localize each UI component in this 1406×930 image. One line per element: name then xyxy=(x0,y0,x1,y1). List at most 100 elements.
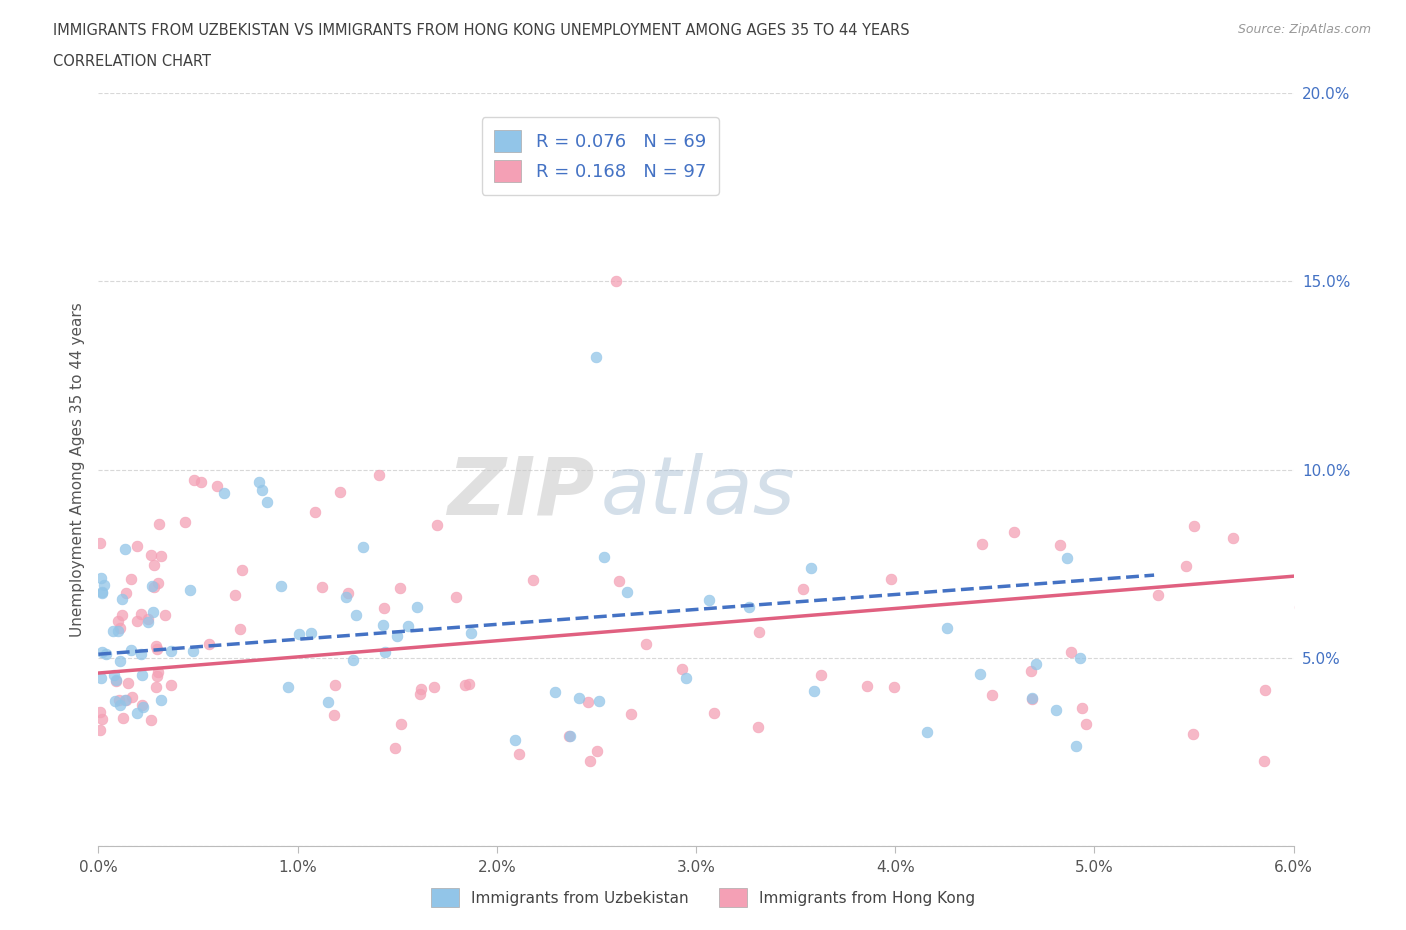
Point xyxy=(231,563,253,578)
Point xyxy=(190,474,212,489)
Point xyxy=(803,684,825,698)
Point xyxy=(131,698,153,712)
Point xyxy=(880,572,903,587)
Point xyxy=(1181,727,1204,742)
Point xyxy=(316,695,339,710)
Point xyxy=(935,620,957,635)
Legend: R = 0.076   N = 69, R = 0.168   N = 97: R = 0.076 N = 69, R = 0.168 N = 97 xyxy=(482,117,718,194)
Point xyxy=(970,536,993,551)
Point xyxy=(107,624,129,639)
Point xyxy=(108,620,131,635)
Point xyxy=(131,667,153,682)
Point xyxy=(336,586,359,601)
Point xyxy=(120,643,142,658)
Point xyxy=(1064,739,1087,754)
Point xyxy=(616,585,638,600)
Point xyxy=(426,48,449,63)
Point xyxy=(1253,683,1275,698)
Point xyxy=(1071,700,1094,715)
Point xyxy=(620,706,643,721)
Point xyxy=(389,717,412,732)
Point xyxy=(543,685,565,700)
Point xyxy=(121,689,143,704)
Point xyxy=(609,574,631,589)
Point xyxy=(105,673,128,688)
Point xyxy=(90,585,112,600)
Point xyxy=(108,698,131,712)
Point xyxy=(150,693,173,708)
Point xyxy=(588,693,610,708)
Point xyxy=(117,676,139,691)
Point xyxy=(131,606,153,621)
Point xyxy=(229,621,252,636)
Point xyxy=(159,678,181,693)
Point xyxy=(277,680,299,695)
Point xyxy=(138,615,160,630)
Point xyxy=(882,679,904,694)
Point xyxy=(444,590,467,604)
Point xyxy=(409,687,432,702)
Point xyxy=(125,538,148,553)
Point xyxy=(1045,703,1067,718)
Point xyxy=(586,744,609,759)
Point xyxy=(91,584,114,599)
Point xyxy=(114,542,136,557)
Point xyxy=(90,671,112,685)
Point xyxy=(576,695,599,710)
Point xyxy=(1025,657,1047,671)
Point xyxy=(141,547,163,562)
Point xyxy=(270,578,292,593)
Point xyxy=(138,611,160,626)
Point xyxy=(132,699,155,714)
Point xyxy=(426,518,449,533)
Point xyxy=(1222,530,1244,545)
Point xyxy=(1074,716,1097,731)
Point xyxy=(145,680,167,695)
Point xyxy=(636,636,658,651)
Point xyxy=(335,589,357,604)
Point xyxy=(454,677,477,692)
Point xyxy=(304,505,326,520)
Point xyxy=(810,667,832,682)
Point xyxy=(120,571,142,586)
Point xyxy=(214,485,236,500)
Point xyxy=(738,600,761,615)
Point xyxy=(111,608,134,623)
Point xyxy=(146,665,169,680)
Point xyxy=(522,573,544,588)
Point xyxy=(127,614,149,629)
Text: CORRELATION CHART: CORRELATION CHART xyxy=(53,54,211,69)
Point xyxy=(256,495,278,510)
Point xyxy=(1021,692,1043,707)
Point xyxy=(329,485,352,500)
Point xyxy=(101,623,124,638)
Point xyxy=(697,592,720,607)
Point xyxy=(367,468,389,483)
Point xyxy=(374,644,396,659)
Legend: Immigrants from Uzbekistan, Immigrants from Hong Kong: Immigrants from Uzbekistan, Immigrants f… xyxy=(425,883,981,913)
Point xyxy=(149,548,172,563)
Point xyxy=(1069,651,1091,666)
Point xyxy=(160,644,183,658)
Point xyxy=(179,583,201,598)
Point xyxy=(142,604,165,619)
Point xyxy=(385,629,408,644)
Point xyxy=(91,644,114,659)
Point xyxy=(89,536,111,551)
Point xyxy=(129,646,152,661)
Point xyxy=(460,626,482,641)
Point xyxy=(671,661,693,676)
Point xyxy=(250,483,273,498)
Point xyxy=(579,753,602,768)
Point xyxy=(90,571,112,586)
Point xyxy=(153,607,176,622)
Point xyxy=(389,581,412,596)
Point xyxy=(183,472,205,487)
Point xyxy=(111,711,134,725)
Point xyxy=(1021,691,1043,706)
Point xyxy=(107,614,129,629)
Point xyxy=(181,644,204,658)
Y-axis label: Unemployment Among Ages 35 to 44 years: Unemployment Among Ages 35 to 44 years xyxy=(69,302,84,637)
Point xyxy=(593,550,616,565)
Point xyxy=(373,601,395,616)
